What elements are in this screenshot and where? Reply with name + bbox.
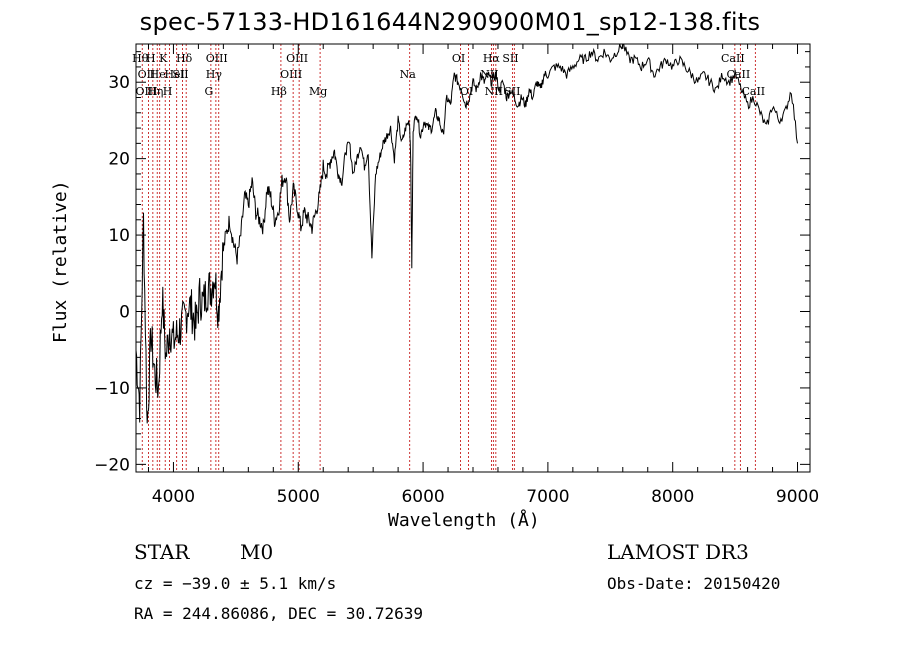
spectral-line-label: HeI bbox=[164, 68, 184, 81]
object-subclass: M0 bbox=[240, 540, 274, 564]
spectral-line-label: OIII bbox=[135, 85, 157, 98]
spectral-line-label: OIII bbox=[286, 52, 308, 65]
spectral-line-label: He bbox=[150, 68, 166, 81]
x-axis-label: Wavelength (Å) bbox=[388, 510, 540, 531]
spectral-line-label: OIII bbox=[280, 68, 302, 81]
spectral-line-label: OII bbox=[138, 68, 156, 81]
x-tick-label: 8000 bbox=[651, 487, 694, 507]
spectral-line-label: G bbox=[204, 85, 213, 98]
spectral-line-label: SII bbox=[502, 52, 518, 65]
spectral-line-label: NII bbox=[485, 85, 503, 98]
spectral-line-markers bbox=[141, 44, 756, 472]
spectral-line-label: Hγ bbox=[206, 68, 223, 81]
spectral-line-label: Hβ bbox=[271, 85, 287, 98]
y-axis-label: Flux (relative) bbox=[50, 180, 71, 343]
spectral-line-label: Hα bbox=[483, 52, 501, 65]
x-tick-label: 9000 bbox=[776, 487, 819, 507]
ra-dec: RA = 244.86086, DEC = 30.72639 bbox=[134, 604, 423, 623]
spectral-line-label: CaII bbox=[721, 52, 745, 65]
y-tick-label: 20 bbox=[108, 150, 130, 170]
plot-axes: 4000 5000 6000 7000 8000 9000 −20 −10 0 10 20 30 bbox=[94, 43, 819, 507]
spectral-line-label: CaII bbox=[741, 85, 765, 98]
spectral-line-label: Mg bbox=[309, 85, 327, 98]
spectrum-line bbox=[135, 43, 798, 424]
x-tick-label: 5000 bbox=[277, 487, 320, 507]
spectral-line-label: Hδ bbox=[176, 52, 193, 65]
object-class: STAR bbox=[134, 540, 190, 564]
spectral-line-label: CaII bbox=[727, 68, 751, 81]
y-tick-label: −20 bbox=[94, 455, 130, 475]
y-tick-label: 30 bbox=[108, 73, 130, 93]
spectral-line-label: SII bbox=[172, 68, 188, 81]
spectral-line-label: NII bbox=[480, 68, 498, 81]
redshift-cz: cz = −39.0 ± 5.1 km/s bbox=[134, 574, 337, 593]
x-tick-label: 6000 bbox=[401, 487, 444, 507]
y-tick-label: 10 bbox=[108, 226, 130, 246]
spectral-line-label: H bbox=[146, 52, 156, 65]
x-tick-label: 7000 bbox=[526, 487, 569, 507]
spectral-line-label: OI bbox=[460, 85, 473, 98]
spectral-line-label: SII bbox=[504, 85, 520, 98]
spectral-line-label: OIII bbox=[206, 52, 228, 65]
spectrum-series bbox=[135, 43, 798, 424]
spectral-line-label: H bbox=[163, 85, 173, 98]
chart-title: spec-57133-HD161644N290900M01_sp12-138.f… bbox=[139, 8, 761, 36]
y-tick-label: 0 bbox=[119, 303, 130, 323]
spectral-line-label: K bbox=[159, 52, 168, 65]
spectral-line-label: Hη bbox=[147, 85, 163, 98]
x-tick-label: 4000 bbox=[152, 487, 195, 507]
survey-name: LAMOST DR3 bbox=[607, 540, 749, 564]
obs-date: Obs-Date: 20150420 bbox=[607, 574, 781, 593]
y-tick-label: −10 bbox=[94, 379, 130, 399]
spectral-line-label: Hθ bbox=[132, 52, 149, 65]
spectral-line-label: Na bbox=[400, 68, 417, 81]
spectral-line-label: OI bbox=[452, 52, 465, 65]
spectral-line-labels: HθOIIOIIIHHηHeKHHeISIIHδGHγOIIIHβOIIIOII… bbox=[132, 52, 765, 98]
